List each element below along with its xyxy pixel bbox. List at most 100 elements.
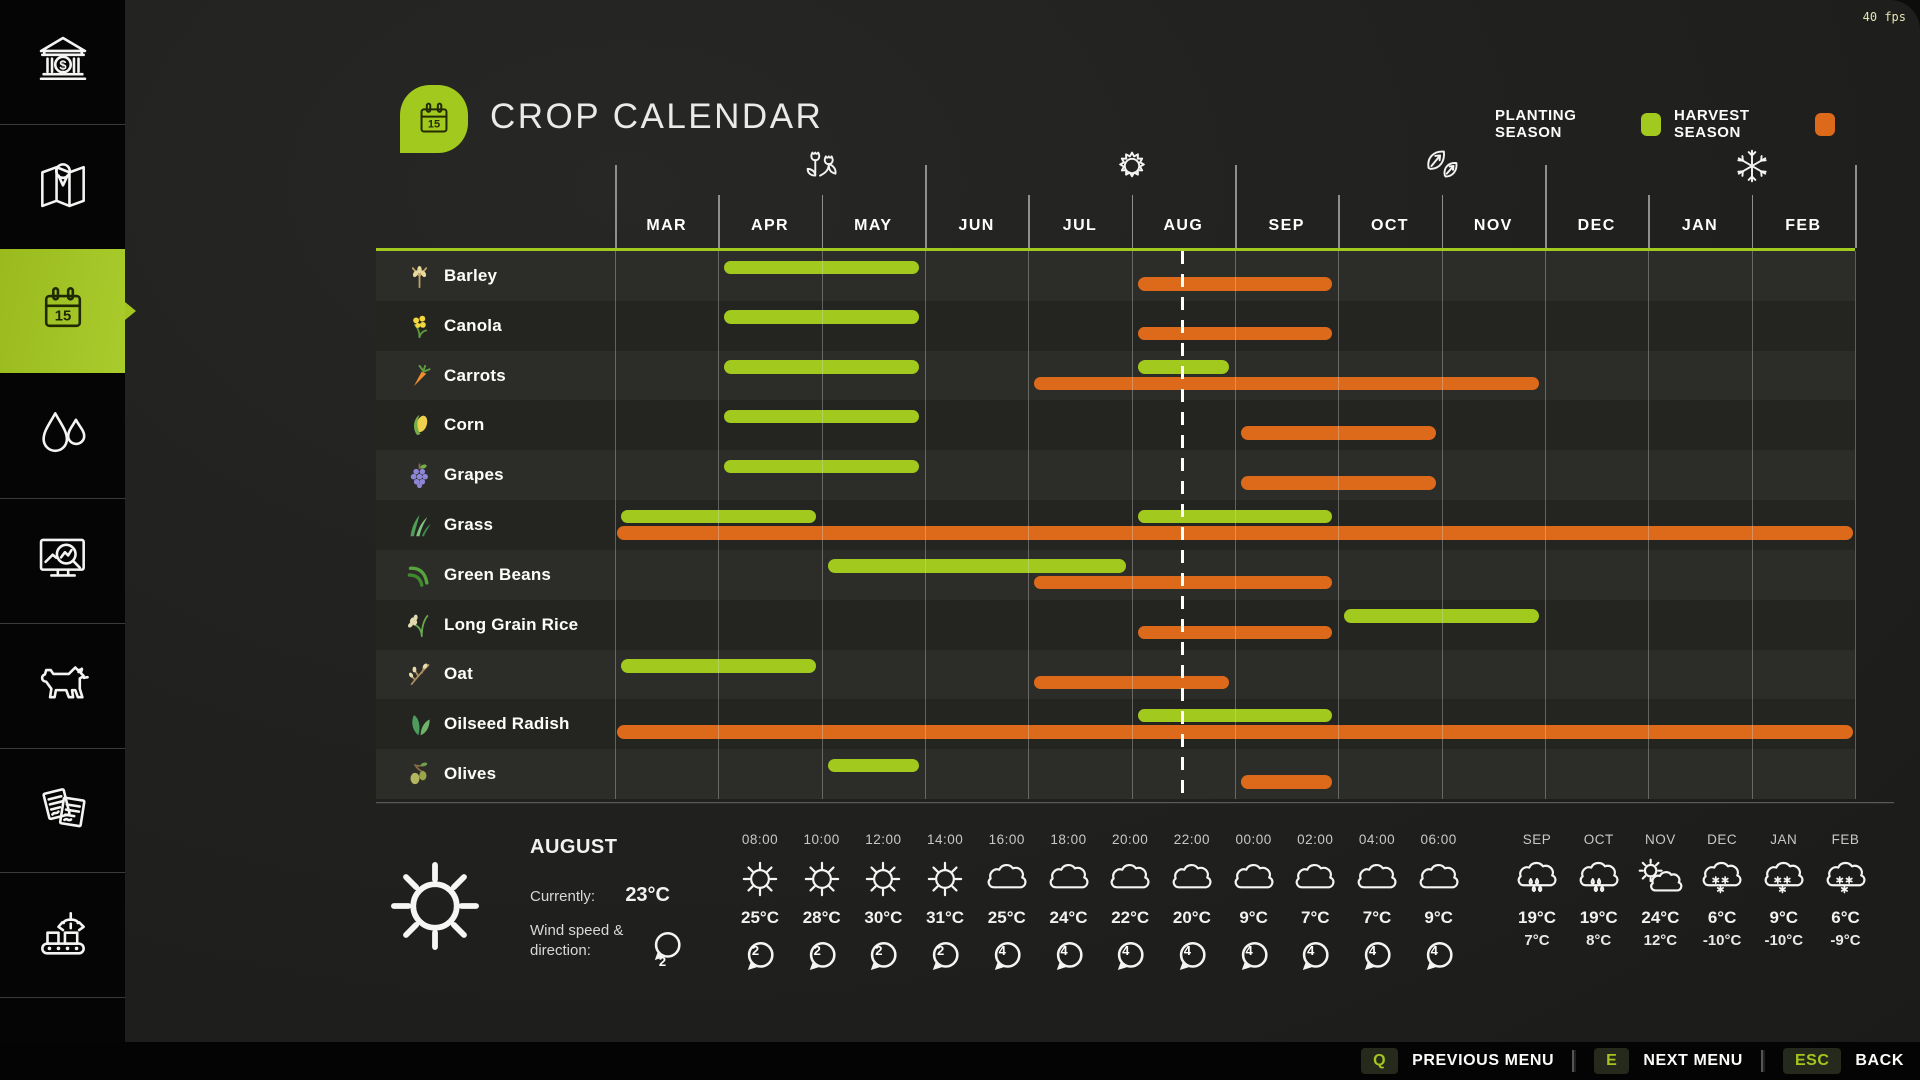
calendar-icon: 15 xyxy=(32,278,94,345)
month-boundary-tick xyxy=(1751,195,1754,248)
planting-season-label: PLANTING SEASON xyxy=(1495,107,1577,141)
snow-cloud-icon xyxy=(1753,850,1815,908)
crop-name: Canola xyxy=(444,315,502,335)
hourly-forecast-column: 22:00 20°C 4 xyxy=(1161,832,1223,974)
cloud-icon xyxy=(1284,850,1346,908)
winter-snowflake-icon xyxy=(1729,143,1775,189)
forecast-temp: 25°C xyxy=(741,908,779,927)
key-badge-q[interactable]: Q xyxy=(1361,1048,1399,1074)
wind-speed-value: 4 xyxy=(1368,943,1377,958)
weather-panel-divider xyxy=(376,802,1894,804)
forecast-time: 18:00 xyxy=(1050,832,1087,847)
sidebar-item-prices[interactable] xyxy=(0,499,125,624)
month-header-nov: NOV xyxy=(1473,217,1513,234)
month-header-oct: OCT xyxy=(1371,217,1409,234)
key-badge-esc[interactable]: ESC xyxy=(1782,1048,1842,1074)
menu-action-back[interactable]: BACK xyxy=(1855,1052,1904,1069)
key-badge-e[interactable]: E xyxy=(1594,1048,1630,1074)
hourly-forecast-column: 12:00 30°C 2 xyxy=(852,832,914,974)
hourly-forecast-column: 20:00 22°C 4 xyxy=(1099,832,1161,974)
menu-action-next-menu[interactable]: NEXT MENU xyxy=(1643,1052,1743,1069)
wind-direction-pin-icon: 4 xyxy=(1113,940,1147,974)
forecast-high-temp: 9°C xyxy=(1769,908,1799,927)
cloud-icon xyxy=(976,850,1038,908)
month-header-sep: SEP xyxy=(1268,217,1305,234)
wind-direction-pin-icon: 4 xyxy=(1175,940,1209,974)
planting-season-bar xyxy=(724,459,919,474)
oilseed-radish-icon xyxy=(406,711,433,738)
autumn-leaves-icon xyxy=(1419,143,1465,189)
production-icon xyxy=(32,901,94,968)
menu-action-previous-menu[interactable]: PREVIOUS MENU xyxy=(1412,1052,1555,1069)
forecast-time: 04:00 xyxy=(1358,832,1396,847)
forecast-low-temp: -9°C xyxy=(1830,932,1861,949)
forecast-time: 06:00 xyxy=(1420,832,1457,847)
olives-icon xyxy=(406,761,433,788)
crop-row-oilseed-radish: Oilseed Radish xyxy=(376,699,1855,750)
svg-text:$: $ xyxy=(59,57,66,72)
wind-direction-pin-icon: 4 xyxy=(1360,940,1394,974)
planting-season-bar xyxy=(621,509,816,524)
planting-season-bar xyxy=(827,559,1126,573)
crop-row-corn: Corn xyxy=(376,400,1855,451)
planting-season-bar xyxy=(827,758,919,773)
month-header-underline xyxy=(376,248,1855,251)
forecast-temp: 9°C xyxy=(1239,908,1268,927)
hourly-forecast-column: 00:00 9°C 4 xyxy=(1223,832,1285,974)
sidebar-item-contracts[interactable] xyxy=(0,748,125,874)
crop-row-long-grain-rice: Long Grain Rice xyxy=(376,599,1855,650)
crop-name: Carrots xyxy=(444,365,506,385)
wind-speed-value: 4 xyxy=(1122,943,1130,958)
harvest-season-bar xyxy=(617,725,1853,739)
crop-row-grass: Grass xyxy=(376,500,1855,550)
cloud-icon xyxy=(1038,850,1100,908)
month-boundary-tick xyxy=(1648,195,1650,248)
wind-direction-pin-icon: 4 xyxy=(1298,940,1332,974)
forecast-high-temp: 6°C xyxy=(1831,908,1860,927)
month-gridline xyxy=(1855,251,1856,799)
sidebar-item-animals[interactable] xyxy=(0,624,125,749)
season-boundary-tick xyxy=(1235,165,1237,248)
crop-row-oat: Oat xyxy=(376,649,1855,700)
monthly-forecast-column: FEB 6°C -9°C xyxy=(1815,832,1877,952)
canola-icon xyxy=(406,312,433,339)
month-gridline xyxy=(1235,251,1236,799)
month-header-jan: JAN xyxy=(1681,217,1719,234)
month-header-apr: APR xyxy=(751,217,789,234)
contracts-icon xyxy=(32,777,94,844)
month-boundary-tick xyxy=(1028,195,1030,248)
currently-label: Currently: xyxy=(530,888,596,905)
monthly-forecast-column: DEC 6°C -10°C xyxy=(1691,832,1753,952)
sidebar-item-finances[interactable]: $ xyxy=(0,0,125,125)
forecast-high-temp: 6°C xyxy=(1707,908,1737,927)
month-header-mar: MAR xyxy=(646,217,687,234)
cloud-icon xyxy=(1161,850,1223,908)
forecast-low-temp: -10°C xyxy=(1764,932,1804,949)
monthly-forecast-column: SEP 19°C 7°C xyxy=(1506,832,1568,952)
planting-season-bar xyxy=(724,260,919,274)
sidebar-item-crop-calendar[interactable]: 15 xyxy=(0,249,125,374)
forecast-temp: 24°C xyxy=(1049,908,1088,927)
hourly-forecast-column: 18:00 24°C 4 xyxy=(1038,832,1100,974)
sidebar-item-precipitation[interactable] xyxy=(0,374,125,500)
forecast-time: 00:00 xyxy=(1235,832,1272,847)
menu-separator xyxy=(1572,1050,1577,1072)
month-gridline xyxy=(615,251,616,799)
sidebar-item-production[interactable] xyxy=(0,873,125,998)
harvest-season-bar xyxy=(1241,426,1436,440)
harvest-season-bar xyxy=(1034,675,1229,690)
wind-speed-value: 4 xyxy=(1245,943,1253,958)
sun-icon xyxy=(852,850,914,908)
forecast-temp: 7°C xyxy=(1301,908,1330,927)
hourly-forecast-column: 06:00 9°C 4 xyxy=(1408,832,1470,974)
crop-name: Olives xyxy=(444,764,497,784)
hourly-forecast-column: 14:00 31°C 2 xyxy=(914,832,976,974)
wind-direction-pin-icon: 4 xyxy=(1422,940,1456,974)
month-header-row: MAR APR MAY JUN JUL AUG SEP OCT NOV DEC JAN FEB xyxy=(615,149,1857,248)
season-boundary-tick xyxy=(925,165,927,248)
current-temperature: 23°C xyxy=(625,884,670,906)
forecast-temp: 31°C xyxy=(926,908,965,927)
hourly-forecast: 08:00 25°C 2 10:00 28°C 2 12:00 30°C 2 14:00 31°C 2… xyxy=(729,832,1474,1012)
sidebar-item-map[interactable] xyxy=(0,125,125,250)
forecast-month: NOV xyxy=(1645,832,1676,847)
